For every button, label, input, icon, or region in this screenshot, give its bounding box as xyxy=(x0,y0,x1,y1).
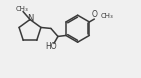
Text: HO: HO xyxy=(46,42,57,51)
Text: O: O xyxy=(91,10,97,19)
Text: CH₃: CH₃ xyxy=(101,13,113,19)
Text: CH₃: CH₃ xyxy=(16,6,29,12)
Text: N: N xyxy=(27,13,34,22)
